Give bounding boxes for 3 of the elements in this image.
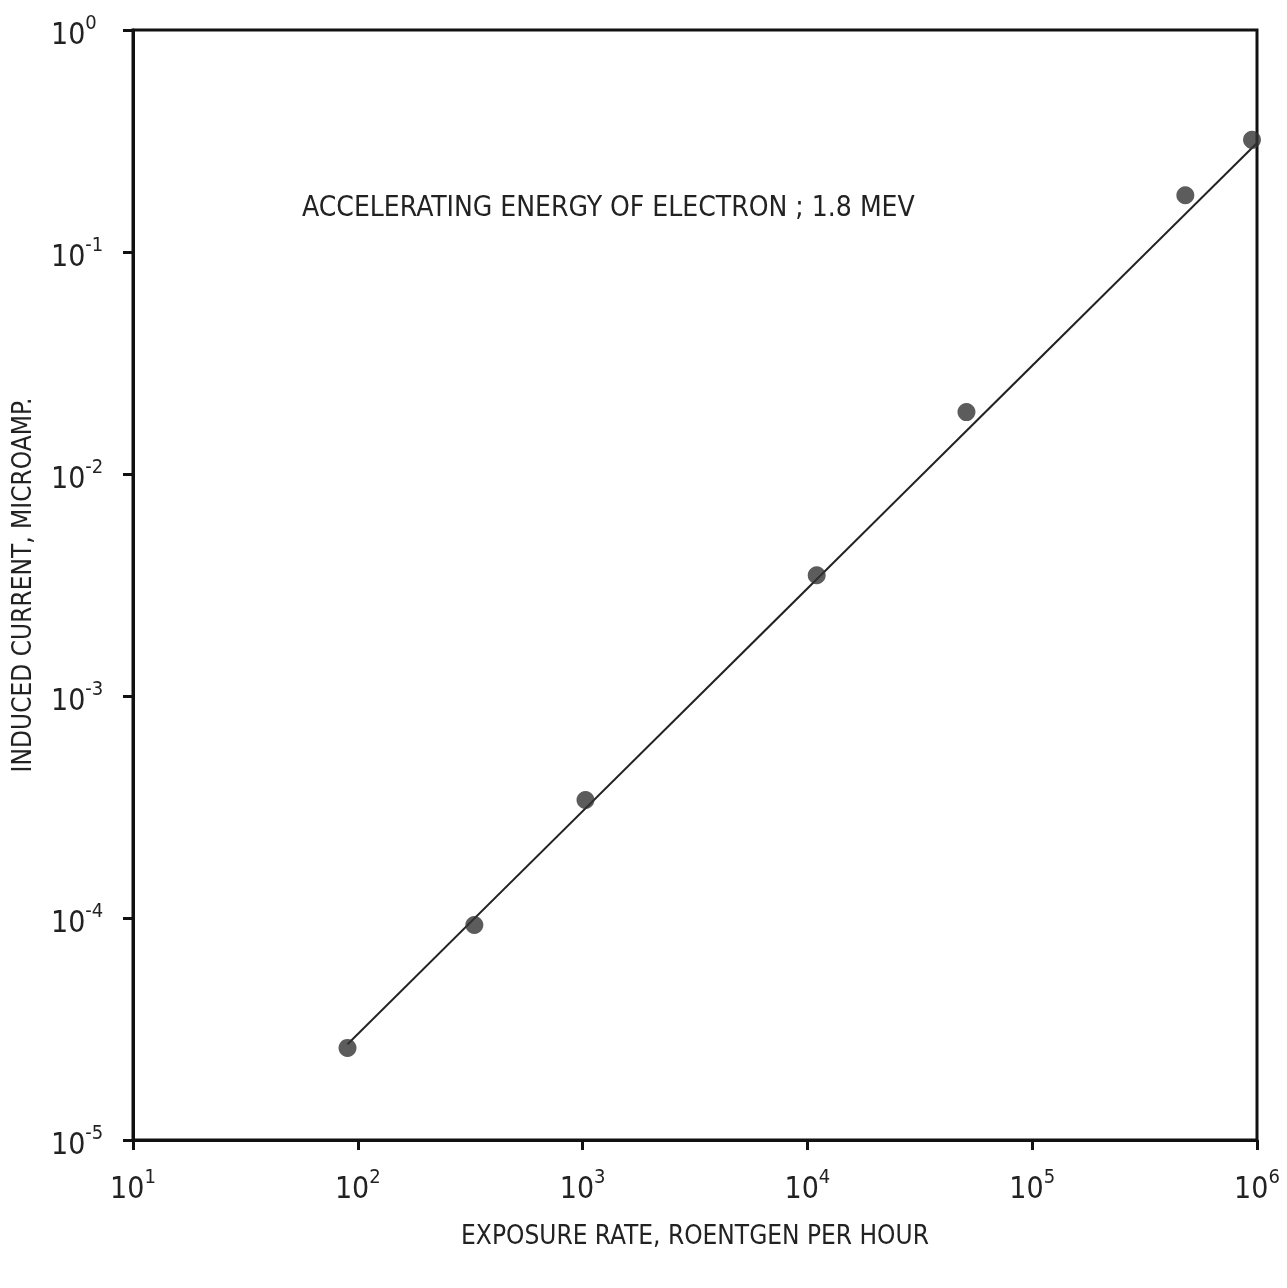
annotation: ACCELERATING ENERGY OF ELECTRON ; 1.8 MEV bbox=[302, 189, 916, 223]
x-axis-title: EXPOSURE RATE, ROENTGEN PER HOUR bbox=[461, 1220, 929, 1250]
y-axis-title: INDUCED CURRENT, MICROAMP. bbox=[7, 397, 37, 773]
